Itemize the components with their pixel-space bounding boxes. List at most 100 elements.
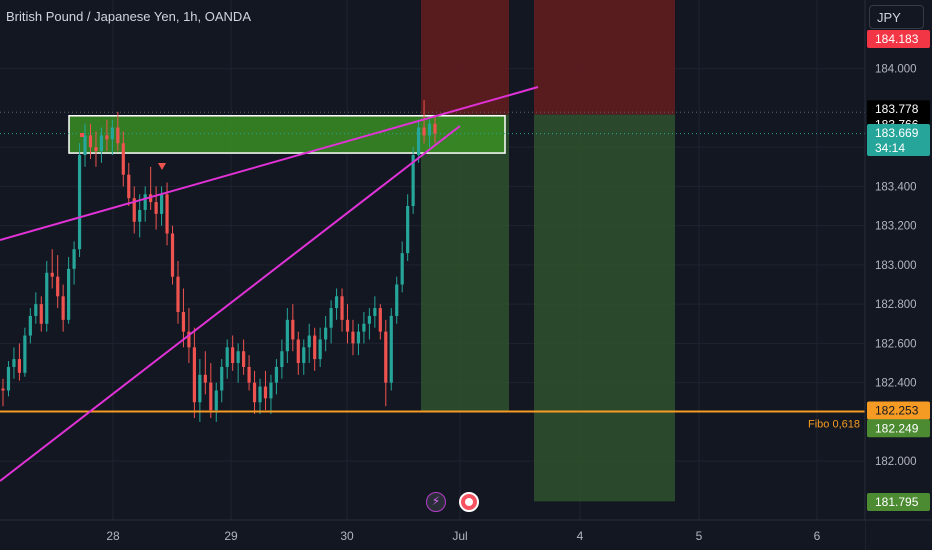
candle-body (17, 359, 22, 373)
signal-down-marker (158, 163, 166, 170)
candle-body (340, 296, 344, 320)
candle-body (12, 359, 16, 367)
currency-selector[interactable]: JPY (869, 5, 924, 29)
price-axis[interactable] (865, 0, 932, 550)
candle-body (121, 143, 125, 175)
candle (263, 370, 268, 411)
candle-body (416, 127, 421, 156)
price-label-4: 182.253 (867, 401, 930, 420)
candle-body (269, 382, 273, 399)
candle (209, 363, 213, 418)
candle (83, 123, 87, 167)
candle (340, 288, 344, 332)
candle (143, 186, 147, 222)
candle (203, 351, 207, 395)
candle (225, 339, 229, 379)
candle (400, 241, 404, 293)
candle-body (329, 308, 333, 328)
candle (247, 355, 251, 391)
candle (154, 186, 158, 230)
candle (88, 123, 93, 159)
candle-body (61, 296, 65, 320)
candle (427, 119, 432, 148)
y-tick-label-8: 182.000 (875, 456, 917, 468)
candle-body (94, 147, 98, 152)
candle-body (345, 319, 350, 332)
candle-body (406, 206, 410, 254)
flash-button[interactable]: ⚡︎ (426, 492, 446, 512)
candle-body (400, 253, 404, 285)
candle (17, 343, 22, 381)
price-label-text: 183.669 (875, 126, 919, 140)
candle (56, 255, 60, 309)
fib-label: Fibo 0,618 (808, 418, 860, 430)
candle-body (422, 127, 426, 136)
price-label-text: 184.183 (875, 32, 919, 46)
candle (313, 327, 317, 371)
target-zone-2 (534, 114, 675, 502)
candle-body (39, 304, 43, 324)
candle-body (214, 390, 218, 411)
candle-body (334, 296, 339, 309)
candle (302, 339, 306, 375)
candle-body (34, 304, 38, 316)
candle-body (236, 351, 240, 364)
price-label-0: 184.183 (867, 30, 930, 48)
candle-body (313, 335, 317, 360)
record-button[interactable] (459, 492, 479, 512)
y-tick-label-5: 182.800 (875, 299, 917, 311)
lightning-icon: ⚡︎ (431, 494, 441, 508)
candle (39, 296, 43, 332)
candle-body (307, 335, 311, 348)
candle-body (247, 366, 251, 383)
candle (362, 312, 366, 344)
candle (99, 127, 104, 163)
trendline-lower (0, 125, 461, 482)
candle-body (132, 198, 136, 222)
candle (61, 284, 65, 332)
y-tick-label-0: 184.000 (875, 64, 917, 76)
candle-body (285, 319, 289, 352)
candle (34, 292, 38, 324)
record-icon (465, 498, 473, 506)
candle-body (209, 382, 213, 411)
candle-body (1, 388, 5, 391)
candle (236, 343, 240, 383)
price-label-1: 183.778 (867, 100, 930, 119)
candle-body (220, 366, 224, 391)
candle (345, 304, 350, 344)
y-tick-label-4: 183.000 (875, 260, 917, 272)
x-tick-label-4: 4 (577, 529, 584, 543)
price-label-bg (867, 419, 930, 438)
x-tick-label-2: 30 (340, 529, 354, 543)
candle-body (395, 284, 399, 316)
candle-body (116, 127, 120, 144)
y-tick-label-7: 182.400 (875, 378, 917, 390)
chart-title: British Pound / Japanese Yen, 1h, OANDA (6, 9, 251, 24)
candle (67, 257, 71, 324)
candle (258, 378, 262, 415)
candle-body (50, 272, 54, 277)
time-axis[interactable] (0, 520, 865, 550)
candle (334, 288, 339, 320)
candle (214, 382, 218, 422)
candle (72, 241, 76, 285)
candle (252, 370, 257, 415)
price-label-text: 183.778 (875, 102, 919, 116)
stop-zone-2 (534, 0, 675, 115)
candle-body (367, 315, 371, 324)
candle-body (154, 202, 158, 214)
candle (77, 143, 82, 258)
candle-body (203, 374, 207, 383)
candle-body (67, 268, 71, 320)
candle-body (176, 276, 180, 312)
candle (416, 119, 421, 163)
price-label-countdown: 34:14 (875, 141, 905, 155)
signal-dot (80, 133, 84, 137)
candle (127, 162, 131, 207)
candle (324, 315, 328, 352)
candle (422, 100, 426, 144)
candle-body (45, 272, 49, 324)
candle (176, 260, 180, 324)
